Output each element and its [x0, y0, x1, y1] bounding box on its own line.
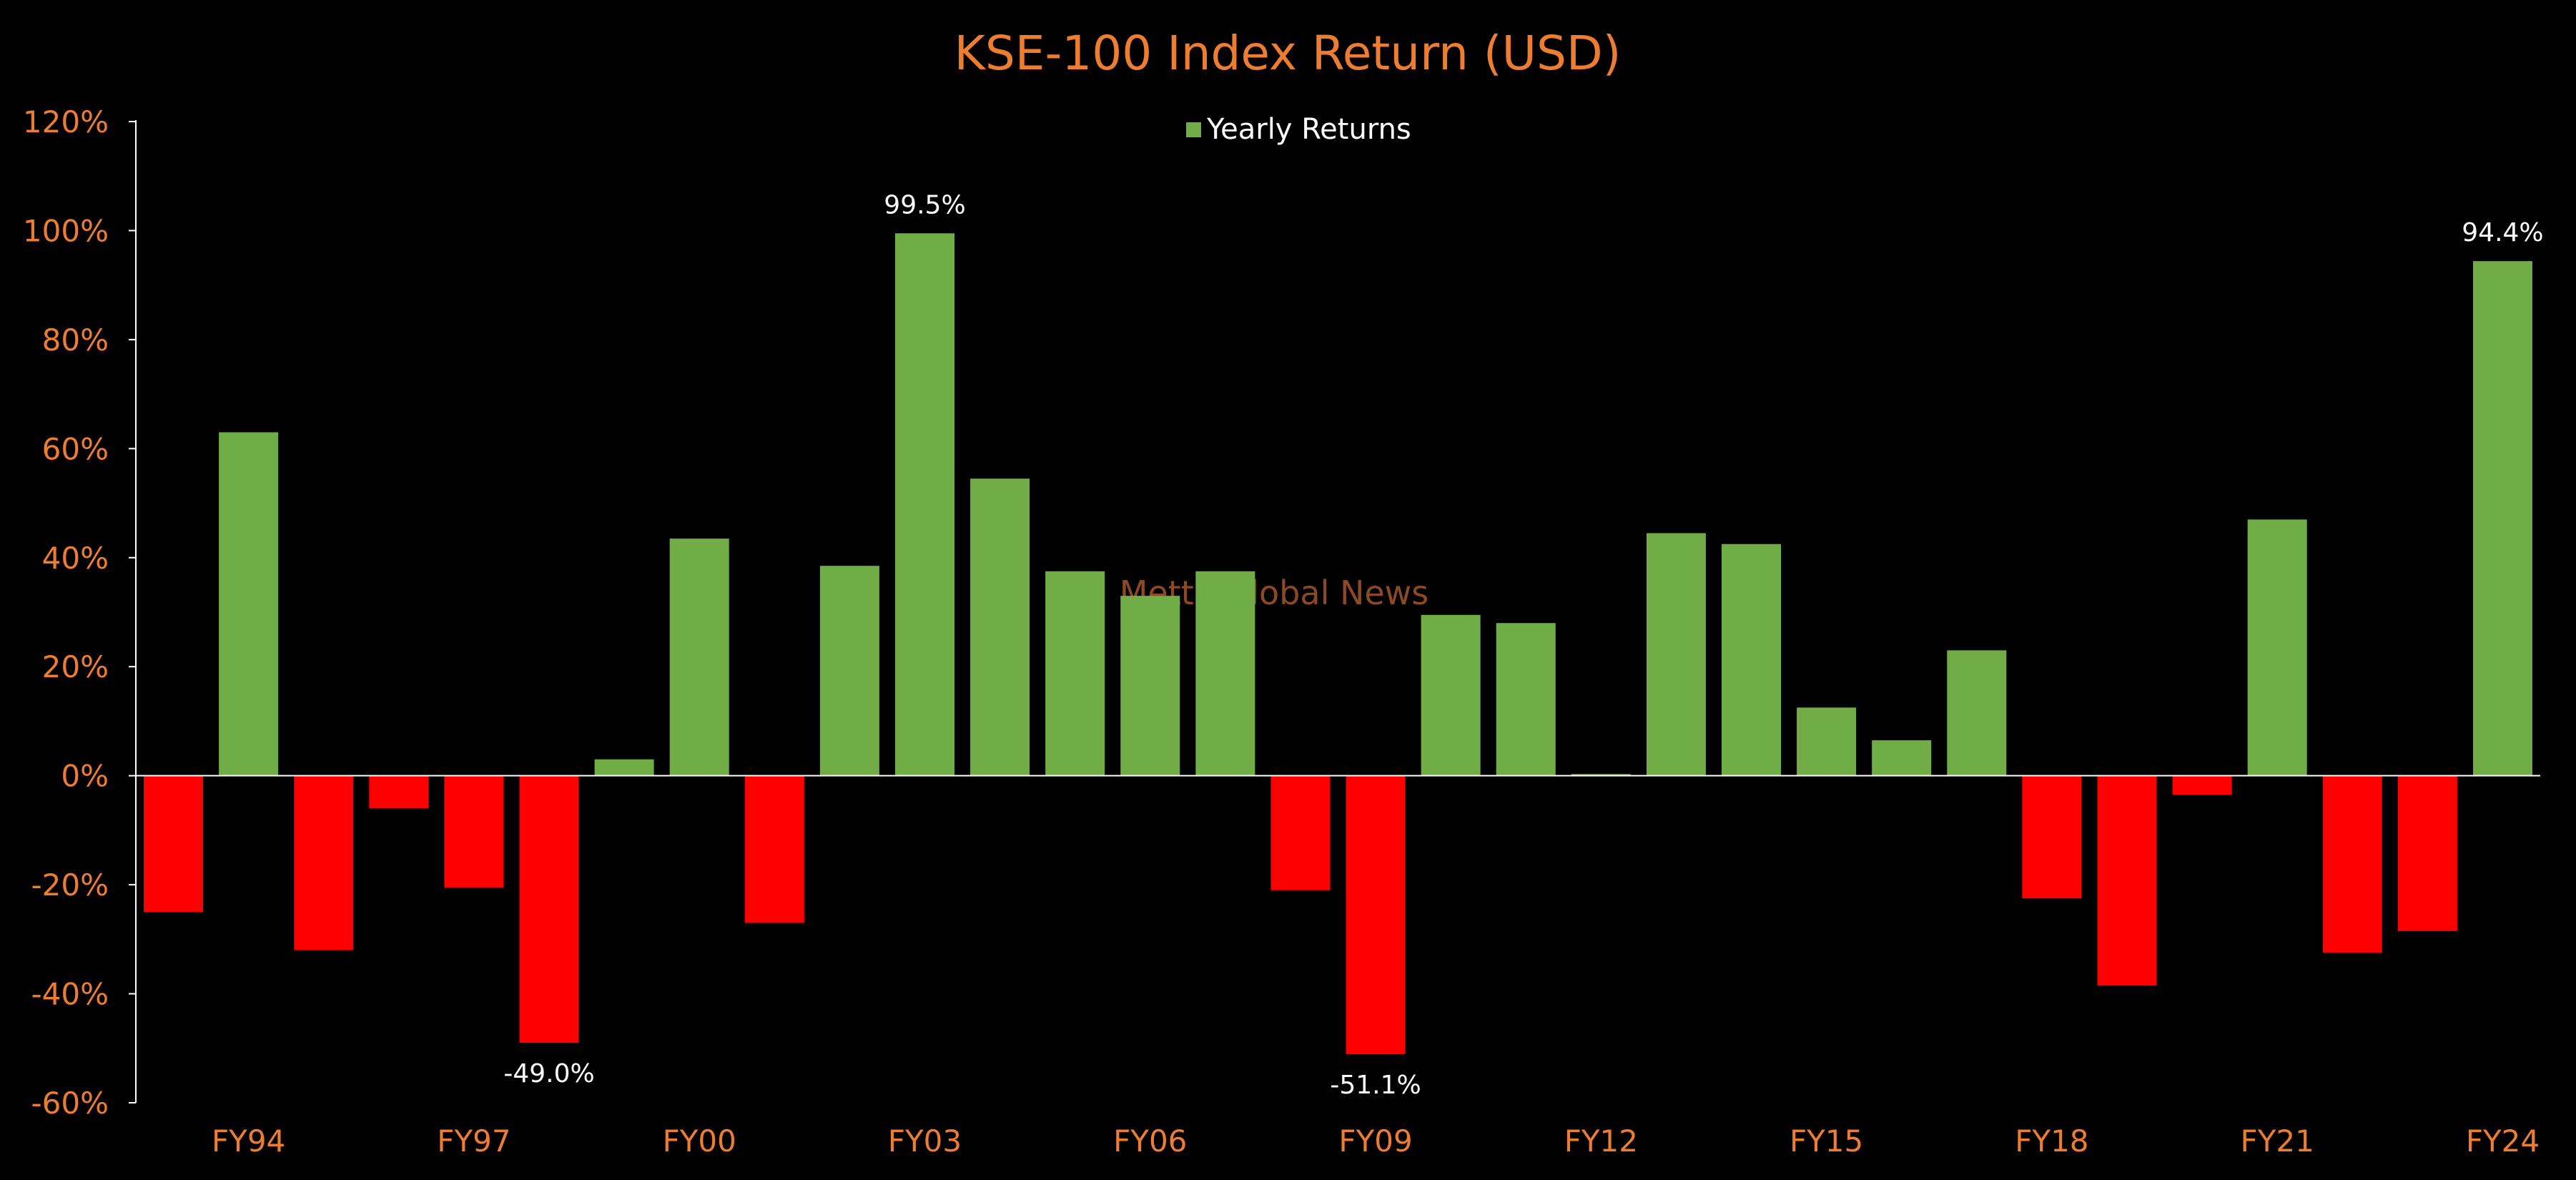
- x-tick-label: FY06: [1113, 1124, 1187, 1159]
- bar: [1947, 650, 2007, 776]
- data-label: 99.5%: [884, 190, 965, 220]
- bar: [1045, 571, 1105, 776]
- bar: [1496, 623, 1556, 776]
- data-label: -51.1%: [1330, 1071, 1421, 1100]
- bar: [1872, 740, 1932, 776]
- bar: [2397, 775, 2457, 931]
- data-labels: -49.0% 99.5% -51.1% 94.4%: [503, 190, 2543, 1100]
- bar: [2172, 775, 2232, 795]
- bar: [2322, 775, 2382, 953]
- x-tick-label: FY94: [212, 1124, 285, 1159]
- bar: [594, 759, 654, 776]
- bar: [894, 233, 954, 776]
- bar: [1346, 775, 1406, 1055]
- y-tick-label: 100%: [23, 213, 109, 248]
- legend: Yearly Returns: [1186, 113, 1411, 146]
- y-tick-label: 20%: [42, 649, 109, 684]
- bar: [970, 478, 1030, 776]
- x-tick-label: FY12: [1564, 1124, 1638, 1159]
- x-tick-label: FY24: [2466, 1124, 2540, 1159]
- bar: [2472, 261, 2532, 776]
- x-tick-label: FY18: [2015, 1124, 2088, 1159]
- bar: [444, 775, 504, 888]
- y-axis-ticks: -60% -40% -20% 0% 20% 40% 60% 80% 100% 120%: [23, 104, 109, 1121]
- bar: [219, 432, 279, 776]
- bar: [1646, 533, 1706, 776]
- bar: [1195, 571, 1255, 776]
- x-tick-label: FY09: [1338, 1124, 1412, 1159]
- bar: [519, 775, 579, 1043]
- x-axis-ticks: FY94 FY97 FY00 FY03 FY06 FY09 FY12 FY15 FY18 FY21…: [212, 1124, 2540, 1159]
- bar: [2097, 775, 2157, 986]
- bar: [1120, 596, 1180, 776]
- bar: [1270, 775, 1331, 890]
- bar: [294, 775, 354, 950]
- bar: [1722, 544, 1782, 776]
- legend-swatch: [1186, 122, 1201, 137]
- bar-series: [144, 233, 2532, 1055]
- y-tick-label: -60%: [31, 1086, 109, 1121]
- bar: [144, 775, 204, 913]
- y-tick-label: 80%: [42, 323, 109, 358]
- bar: [2022, 775, 2082, 899]
- x-tick-label: FY03: [888, 1124, 962, 1159]
- bar: [1797, 707, 1857, 776]
- bar: [669, 539, 729, 776]
- x-tick-label: FY15: [1790, 1124, 1863, 1159]
- y-tick-label: 0%: [61, 759, 109, 794]
- bar: [819, 566, 879, 776]
- x-tick-label: FY97: [437, 1124, 510, 1159]
- y-tick-label: 40%: [42, 541, 109, 576]
- data-label: 94.4%: [2462, 218, 2543, 247]
- bar: [369, 775, 429, 809]
- x-tick-label: FY00: [663, 1124, 736, 1159]
- bar: [2247, 519, 2307, 776]
- y-tick-label: 120%: [23, 104, 109, 139]
- legend-label: Yearly Returns: [1206, 113, 1411, 146]
- y-tick-label: 60%: [42, 431, 109, 466]
- bar: [1421, 614, 1481, 776]
- x-tick-label: FY21: [2241, 1124, 2314, 1159]
- chart-title: KSE-100 Index Return (USD): [954, 26, 1622, 81]
- y-tick-label: -20%: [31, 867, 109, 903]
- y-tick-label: -40%: [31, 977, 109, 1012]
- bar: [1571, 774, 1631, 776]
- bar: [744, 775, 804, 923]
- data-label: -49.0%: [503, 1059, 594, 1088]
- axes: [129, 120, 2540, 1103]
